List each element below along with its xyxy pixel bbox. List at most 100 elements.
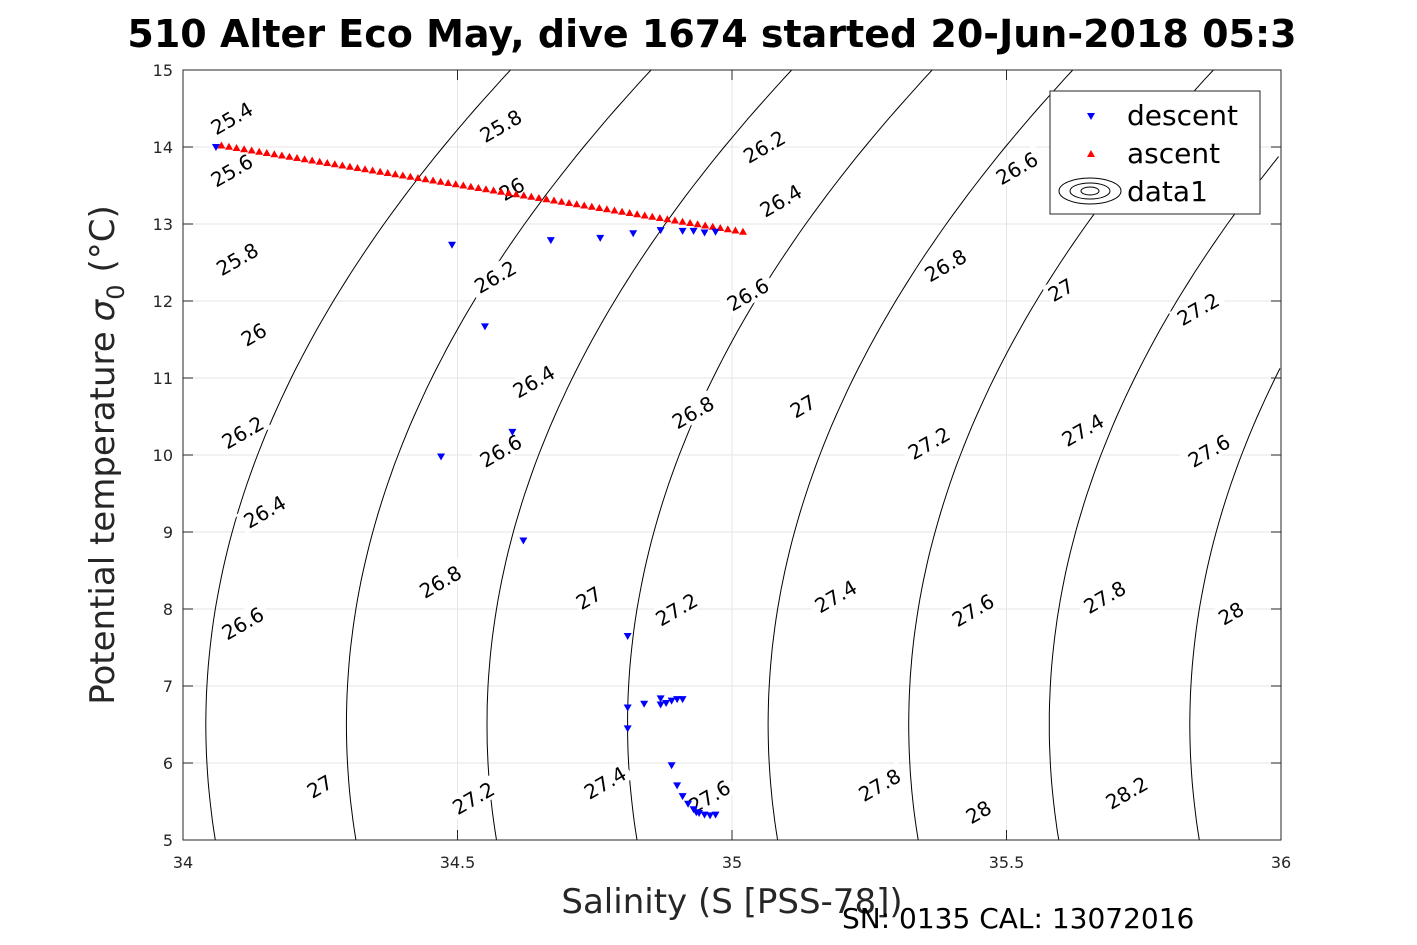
contour-label: 26.2 [466, 253, 524, 300]
contour-label-bg [235, 488, 294, 535]
contour-label: 26.4 [751, 176, 810, 223]
ascent-point [534, 193, 543, 201]
contour-label: 26 [234, 316, 272, 352]
contour-label-bg [1097, 769, 1156, 816]
contour-label-bg [466, 253, 524, 300]
contour-line [345, 69, 652, 841]
contour-label-bg [504, 357, 563, 404]
x-tick-label: 35 [722, 853, 742, 872]
contour-label-bg [783, 388, 821, 423]
legend: descent ascent data1 [1049, 90, 1261, 215]
contour-label-bg [1212, 595, 1250, 630]
contour-label: 28.2 [1097, 769, 1156, 816]
ascent-point [368, 166, 377, 174]
legend-box [1049, 90, 1261, 215]
contour-label-text: 27 [303, 770, 337, 804]
ascent-point [391, 170, 400, 178]
contour-label: 25.8 [208, 235, 266, 282]
contour-label: 26.4 [504, 357, 563, 404]
descent-point [678, 793, 687, 801]
contour-label-bg [411, 558, 469, 605]
descent-point [700, 229, 709, 237]
ascent-point [338, 161, 347, 169]
ascent-point [693, 220, 702, 228]
descent-point [711, 811, 720, 819]
descent-point [629, 230, 638, 238]
contour-label: 26.2 [213, 408, 272, 455]
contour-label-text: 28 [962, 795, 996, 829]
ascent-point [224, 142, 233, 150]
descent-point [667, 697, 676, 705]
x-tick-label: 36 [1271, 853, 1291, 872]
ascent-point [240, 145, 249, 153]
ascent-point [466, 182, 475, 190]
ascent-point [587, 202, 596, 210]
ascent-point [542, 195, 551, 203]
y-tick-label: 13 [153, 215, 173, 234]
contour-label: 27.8 [850, 761, 909, 808]
contour-label-bg [575, 759, 634, 806]
ascent-point [376, 167, 385, 175]
descent-point [519, 537, 528, 545]
ascent-point [489, 186, 498, 194]
contour-label: 26.6 [987, 144, 1046, 191]
descent-point [711, 228, 720, 236]
contour-label-bg [208, 235, 266, 282]
descent-point [673, 782, 682, 790]
ascent-point [550, 196, 559, 204]
ascent-point [413, 173, 422, 181]
descent-point [692, 809, 701, 817]
ascent-point [678, 217, 687, 225]
ascent-point [738, 227, 747, 235]
ascent-point [277, 151, 286, 159]
ascent-point [323, 158, 332, 166]
ascent-point [655, 213, 664, 221]
ascent-point [444, 178, 453, 186]
ascent-point [361, 165, 370, 173]
ascent-point [383, 168, 392, 176]
y-tick-label: 15 [153, 61, 173, 80]
contour-label-bg [916, 241, 974, 288]
contour-label-bg [1168, 285, 1227, 332]
contour-label-text: 26 [237, 318, 271, 352]
x-tick-label: 35.5 [989, 853, 1025, 872]
contour-line [627, 69, 933, 841]
ascent-point [497, 187, 506, 195]
y-tick-label: 7 [163, 677, 173, 696]
contour-label: 27.2 [647, 585, 705, 632]
contour-label: 25.4 [202, 94, 261, 141]
contour-label-bg [943, 586, 1002, 633]
descent-point [448, 241, 457, 249]
contour-label-bg [718, 270, 777, 317]
ascent-point [701, 221, 710, 229]
contour-label-bg [471, 102, 530, 149]
ascent-point [459, 181, 468, 189]
ascent-point [580, 201, 589, 209]
contour-label: 27.2 [1168, 285, 1227, 332]
ascent-point [398, 171, 407, 179]
descent-point [662, 699, 671, 707]
contour-line [767, 69, 1074, 841]
footer-serial-calibration: SN: 0135 CAL: 13072016 [842, 902, 1194, 935]
contour-label-text: 26 [495, 172, 529, 206]
contour-label: 26 [492, 171, 530, 206]
descent-point [689, 227, 698, 235]
descent-point [656, 701, 665, 709]
x-tick-label: 34.5 [440, 853, 476, 872]
contour-label: 26.8 [916, 241, 974, 288]
y-tick-label: 5 [163, 831, 173, 850]
contour-line [1048, 156, 1279, 841]
contour-label: 27.6 [1179, 427, 1238, 474]
contour-label-text: 28 [1214, 597, 1248, 631]
contour-label-bg [202, 146, 261, 193]
ascent-point [353, 163, 362, 171]
x-axis-ticks: 34 34.5 35 35.5 36 [173, 70, 1291, 872]
y-axis-label-sub: 0 [102, 284, 130, 299]
contour-label: 26.8 [663, 388, 722, 435]
contour-label: 25.8 [471, 102, 530, 149]
descent-point [678, 227, 687, 235]
contour-label-bg [663, 388, 722, 435]
contour-label-bg [735, 123, 793, 170]
contour-label-text: 27 [572, 581, 606, 615]
ascent-point [640, 211, 649, 219]
